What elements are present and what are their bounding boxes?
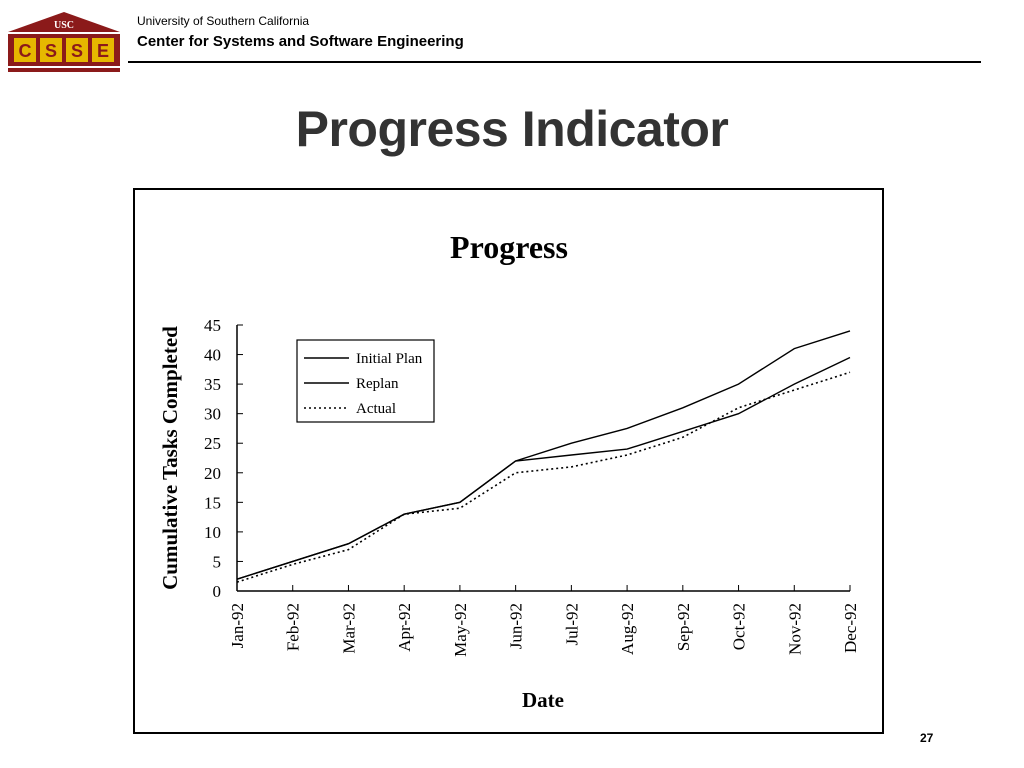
x-tick-label: Nov-92 bbox=[785, 603, 804, 655]
logo-roof bbox=[8, 12, 120, 32]
chart-frame: Progress Cumulative Tasks Completed Date… bbox=[133, 188, 884, 734]
center-name: Center for Systems and Software Engineer… bbox=[137, 33, 464, 50]
chart-series bbox=[236, 330, 851, 583]
y-tick-label: 35 bbox=[204, 375, 221, 394]
x-tick-label: Sep-92 bbox=[674, 603, 693, 651]
y-tick-label: 45 bbox=[204, 316, 221, 335]
x-tick-label: Aug-92 bbox=[618, 603, 637, 655]
chart-legend: Initial Plan Replan Actual bbox=[296, 339, 435, 423]
header-divider bbox=[128, 61, 981, 63]
y-tick-label: 30 bbox=[204, 405, 221, 424]
y-tick-label: 0 bbox=[213, 582, 222, 601]
chart-title: Progress bbox=[450, 229, 568, 265]
x-tick-label: Mar-92 bbox=[339, 603, 358, 654]
logo-letter-tile bbox=[66, 38, 88, 62]
logo-base bbox=[8, 68, 120, 72]
x-tick-label: Jan-92 bbox=[228, 603, 247, 648]
y-tick-label: 40 bbox=[204, 346, 221, 365]
y-tick-label: 10 bbox=[204, 523, 221, 542]
y-tick-label: 15 bbox=[204, 493, 221, 512]
logo-letter-tile bbox=[14, 38, 36, 62]
chart-axes: 0 5 10 15 20 25 30 35 40 45 Jan-92 Feb-92 Mar-92 Apr-… bbox=[204, 316, 860, 657]
y-tick-label: 25 bbox=[204, 434, 221, 453]
university-name: University of Southern California bbox=[137, 14, 310, 28]
logo-letter: S bbox=[45, 41, 57, 61]
logo-letter: E bbox=[97, 41, 109, 61]
page-number: 27 bbox=[920, 731, 934, 745]
legend-label: Replan bbox=[356, 376, 399, 392]
logo-letter: C bbox=[19, 41, 32, 61]
x-axis-label: Date bbox=[522, 688, 564, 712]
slide-title: Progress Indicator bbox=[295, 101, 729, 157]
logo-letter-tile bbox=[92, 38, 114, 62]
y-tick-label: 20 bbox=[204, 464, 221, 483]
legend-label: Actual bbox=[356, 401, 396, 417]
logo-usc-text: USC bbox=[54, 20, 74, 31]
x-tick-label: Jul-92 bbox=[562, 603, 581, 646]
logo-letter: S bbox=[71, 41, 83, 61]
logo-letter-tile bbox=[40, 38, 62, 62]
x-tick-label: Apr-92 bbox=[395, 603, 414, 652]
y-axis-label: Cumulative Tasks Completed bbox=[158, 326, 182, 590]
legend-label: Initial Plan bbox=[356, 351, 423, 367]
series-line-actual bbox=[236, 371, 851, 583]
x-tick-label: May-92 bbox=[451, 603, 470, 657]
y-tick-label: 5 bbox=[213, 552, 222, 571]
progress-chart: Progress Cumulative Tasks Completed Date… bbox=[158, 229, 860, 712]
x-tick-label: Dec-92 bbox=[841, 603, 860, 653]
x-tick-label: Oct-92 bbox=[730, 603, 749, 650]
x-tick-label: Feb-92 bbox=[284, 603, 303, 651]
series-line-replan bbox=[236, 356, 851, 580]
x-tick-label: Jun-92 bbox=[507, 603, 526, 649]
